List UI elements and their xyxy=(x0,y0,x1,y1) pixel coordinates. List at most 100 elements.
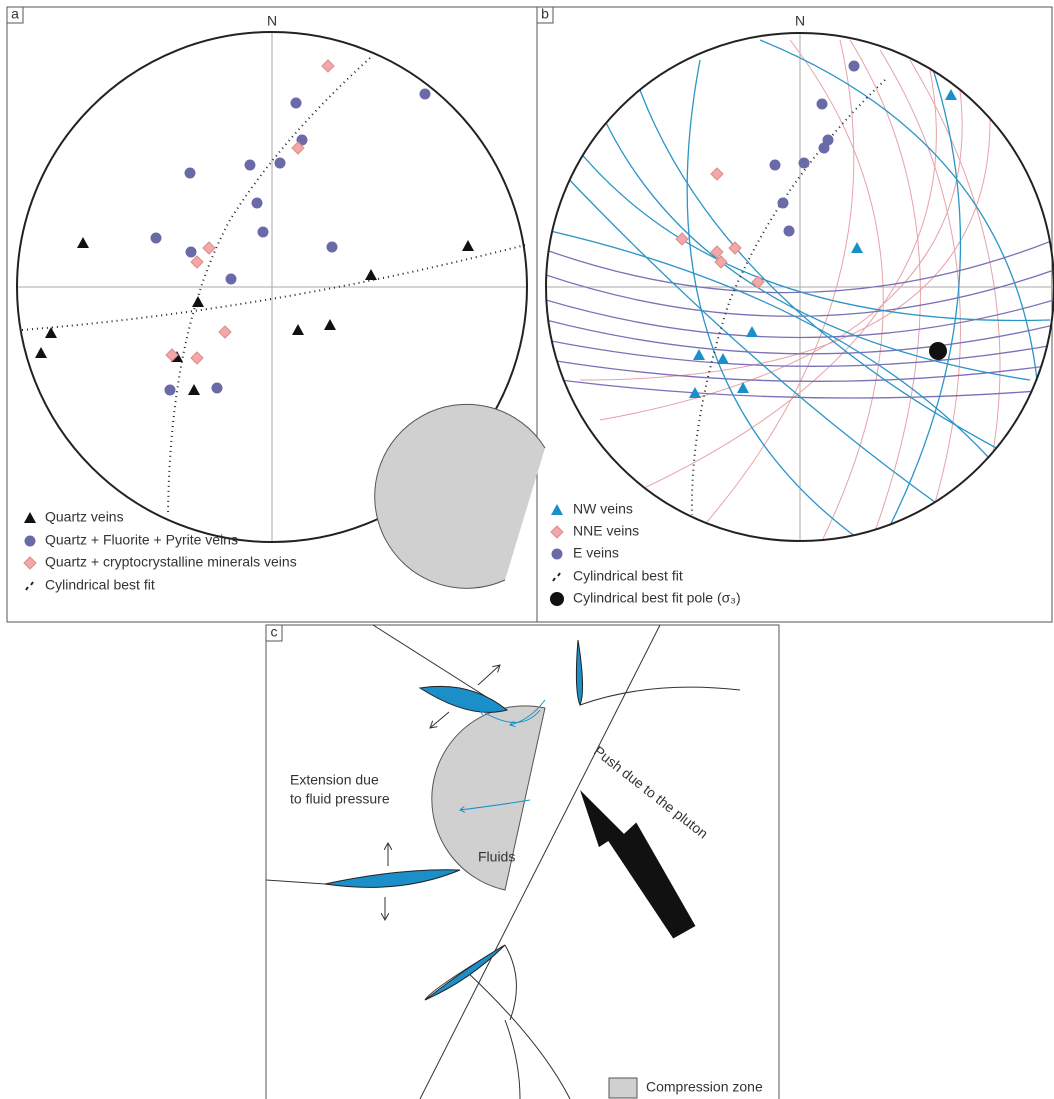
triangle xyxy=(851,242,863,253)
vein xyxy=(575,639,584,707)
circle-point xyxy=(798,157,810,169)
vein xyxy=(324,869,461,888)
legend-text: Cylindrical best fit pole (σ₃) xyxy=(573,590,741,606)
great-circle xyxy=(759,39,1041,421)
circle-point xyxy=(551,548,563,560)
legend-text: Quartz veins xyxy=(45,509,124,525)
triangle xyxy=(737,382,749,393)
diamond xyxy=(218,325,232,339)
diamond xyxy=(190,255,204,269)
great-circle xyxy=(559,169,961,521)
diamond xyxy=(675,232,689,246)
triangle xyxy=(77,237,89,248)
triangle xyxy=(324,319,336,330)
great-circle xyxy=(546,239,1054,294)
triangle xyxy=(945,89,957,100)
circle-point xyxy=(184,167,196,179)
triangle xyxy=(24,512,36,523)
label: Extension due xyxy=(290,772,379,788)
stereonet xyxy=(16,31,528,543)
panel-label: b xyxy=(541,6,549,22)
vein xyxy=(418,685,509,713)
legend-dots xyxy=(552,572,561,582)
circle-point xyxy=(185,246,197,258)
push-arrow xyxy=(580,790,696,939)
circle-point xyxy=(818,142,830,154)
panel-label: a xyxy=(11,6,19,22)
legend-text: Compression zone xyxy=(646,1079,763,1095)
legend-text: Quartz + cryptocrystalline minerals vein… xyxy=(45,554,297,570)
great-circle xyxy=(546,299,1054,339)
label-box xyxy=(6,6,24,24)
legend-swatch xyxy=(608,1077,638,1099)
triangle xyxy=(717,353,729,364)
diamond xyxy=(751,275,765,289)
circle-point xyxy=(777,197,789,209)
triangle xyxy=(45,327,57,338)
north: N xyxy=(795,13,805,29)
circle-point xyxy=(290,97,302,109)
triangle xyxy=(188,384,200,395)
great-circle xyxy=(699,39,855,531)
diamond xyxy=(710,167,724,181)
legend-text: NNE veins xyxy=(573,523,639,539)
circle-point xyxy=(816,98,828,110)
great-circle xyxy=(849,39,921,541)
pole xyxy=(929,342,947,360)
great-circle xyxy=(546,339,1054,367)
great-circle xyxy=(559,379,1051,399)
circle-point xyxy=(783,225,795,237)
circle-point xyxy=(257,226,269,238)
panel-c xyxy=(265,624,780,1099)
diamond xyxy=(190,351,204,365)
diamond xyxy=(23,556,37,570)
diamond xyxy=(321,59,335,73)
diamond xyxy=(550,525,564,539)
fluid-arrows xyxy=(460,699,546,810)
panel-label: c xyxy=(271,624,278,640)
circle-point xyxy=(326,241,338,253)
great-circle xyxy=(569,139,1051,322)
north: N xyxy=(267,13,277,29)
legend-text: Quartz + Fluorite + Pyrite veins xyxy=(45,532,238,548)
great-circle xyxy=(599,89,963,421)
diamond xyxy=(728,241,742,255)
legend-text: NW veins xyxy=(573,501,633,517)
great-circle xyxy=(879,59,962,541)
circle-point xyxy=(274,157,286,169)
circle-point xyxy=(251,197,263,209)
great-circle xyxy=(546,269,1054,317)
legend-pole xyxy=(550,592,564,606)
triangle xyxy=(365,269,377,280)
circle-point xyxy=(244,159,256,171)
circle-point xyxy=(769,159,781,171)
great-circle xyxy=(546,319,1054,355)
label: Fluids xyxy=(478,849,515,865)
circle-point xyxy=(211,382,223,394)
great-circle xyxy=(546,229,1001,471)
diamond xyxy=(291,141,305,155)
best-fit xyxy=(167,57,371,516)
great-circle xyxy=(789,39,884,541)
legend-text: Cylindrical best fit xyxy=(45,577,155,593)
best-fit xyxy=(690,79,886,516)
great-circle xyxy=(599,109,1031,381)
diamond xyxy=(714,255,728,269)
arrows xyxy=(385,665,500,920)
circle-point xyxy=(164,384,176,396)
label: to fluid pressure xyxy=(290,791,390,807)
legend-text: E veins xyxy=(573,545,619,561)
triangle xyxy=(746,326,758,337)
stereonet xyxy=(545,32,1054,542)
circle-point xyxy=(24,535,36,547)
label-box xyxy=(265,624,283,642)
great-circle xyxy=(879,49,961,521)
diamond xyxy=(202,241,216,255)
triangle xyxy=(693,349,705,360)
diamond xyxy=(710,245,724,259)
triangle xyxy=(689,387,701,398)
label-box xyxy=(536,6,554,24)
circle-point xyxy=(848,60,860,72)
triangle xyxy=(35,347,47,358)
